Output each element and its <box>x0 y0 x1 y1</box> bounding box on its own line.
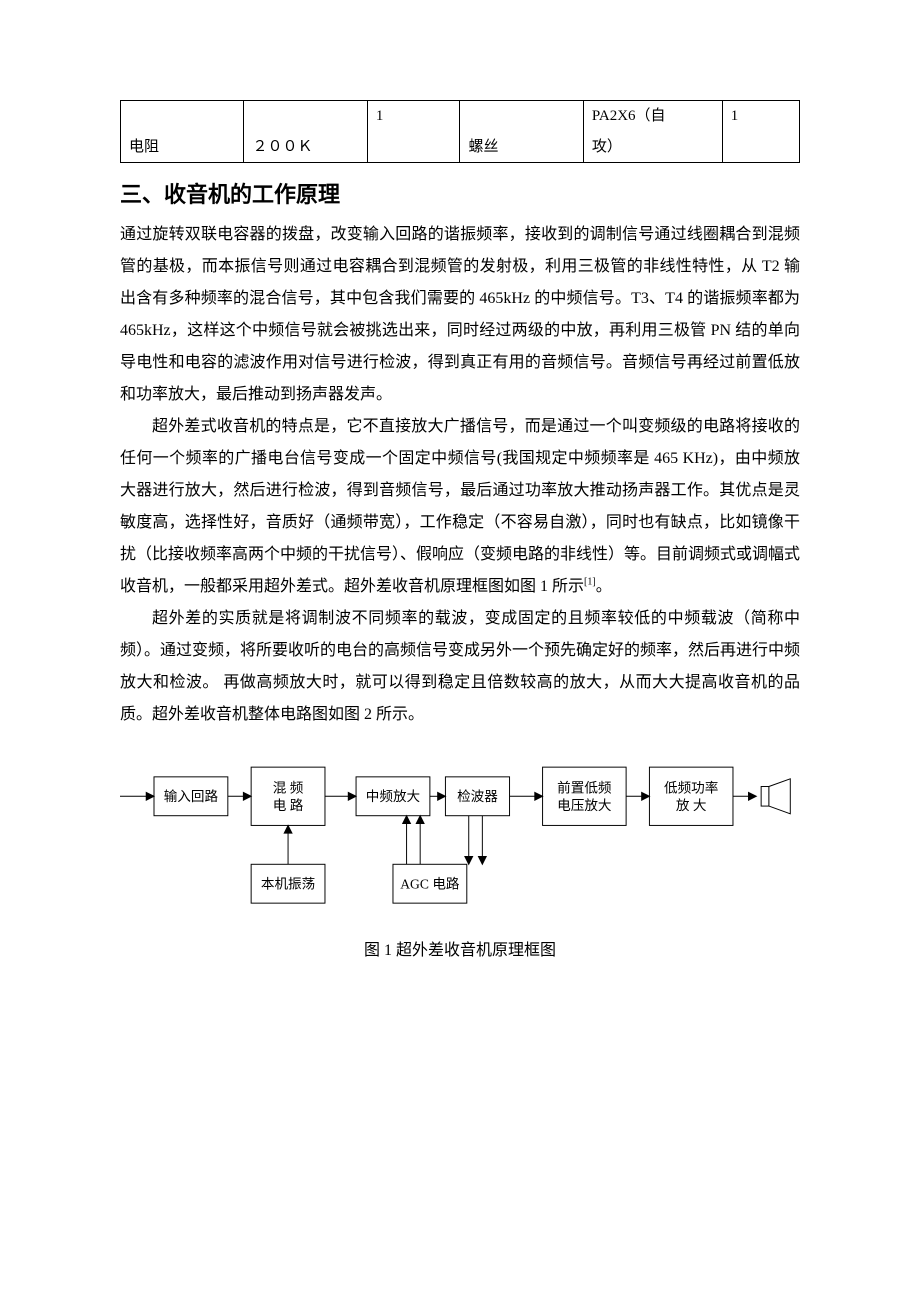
cell: 电阻 <box>121 132 244 163</box>
table-row: 1 PA2X6（自 1 <box>121 101 800 132</box>
cell: 1 <box>722 101 799 132</box>
flowchart-svg: 输入回路 混 频电 路 中频放大 检波器 前置低频电压放大 低频功率放 大本机振荡 AGC … <box>120 755 800 925</box>
svg-text:电 路: 电 路 <box>273 798 304 813</box>
paragraph-3: 超外差的实质就是将调制波不同频率的载波，变成固定的且频率较低的中频载波（简称中频… <box>120 603 800 731</box>
cell: 1 <box>367 101 460 132</box>
cell: ２００Ｋ <box>244 132 367 163</box>
svg-text:放 大: 放 大 <box>676 798 707 813</box>
cell <box>367 132 460 163</box>
paragraph-2-text: 超外差式收音机的特点是，它不直接放大广播信号，而是通过一个叫变频级的电路将接收的… <box>120 418 800 595</box>
paragraph-1: 通过旋转双联电容器的拨盘，改变输入回路的谐振频率，接收到的调制信号通过线圈耦合到… <box>120 219 800 411</box>
cell: 螺丝 <box>460 132 583 163</box>
svg-text:AGC 电路: AGC 电路 <box>400 877 460 892</box>
svg-text:输入回路: 输入回路 <box>164 789 219 804</box>
cell <box>121 101 244 132</box>
parts-table: 1 PA2X6（自 1 电阻 ２００Ｋ 螺丝 攻） <box>120 100 800 163</box>
cell <box>244 101 367 132</box>
paragraph-2: 超外差式收音机的特点是，它不直接放大广播信号，而是通过一个叫变频级的电路将接收的… <box>120 411 800 603</box>
cell: 攻） <box>583 132 722 163</box>
svg-text:本机振荡: 本机振荡 <box>261 877 315 892</box>
svg-text:混 频: 混 频 <box>273 780 304 795</box>
cell: PA2X6（自 <box>583 101 722 132</box>
cell <box>460 101 583 132</box>
cell <box>722 132 799 163</box>
paragraph-2-tail: 。 <box>596 578 612 595</box>
section-heading: 三、收音机的工作原理 <box>120 177 800 209</box>
svg-text:检波器: 检波器 <box>457 789 498 804</box>
svg-text:低频功率: 低频功率 <box>664 779 718 795</box>
svg-text:中频放大: 中频放大 <box>366 789 421 804</box>
block-diagram: 输入回路 混 频电 路 中频放大 检波器 前置低频电压放大 低频功率放 大本机振荡 AGC … <box>120 755 800 960</box>
figure-caption: 图 1 超外差收音机原理框图 <box>120 936 800 960</box>
svg-text:电压放大: 电压放大 <box>557 798 612 813</box>
svg-text:前置低频: 前置低频 <box>557 779 612 795</box>
table-row: 电阻 ２００Ｋ 螺丝 攻） <box>121 132 800 163</box>
citation-ref: [1] <box>584 577 596 588</box>
